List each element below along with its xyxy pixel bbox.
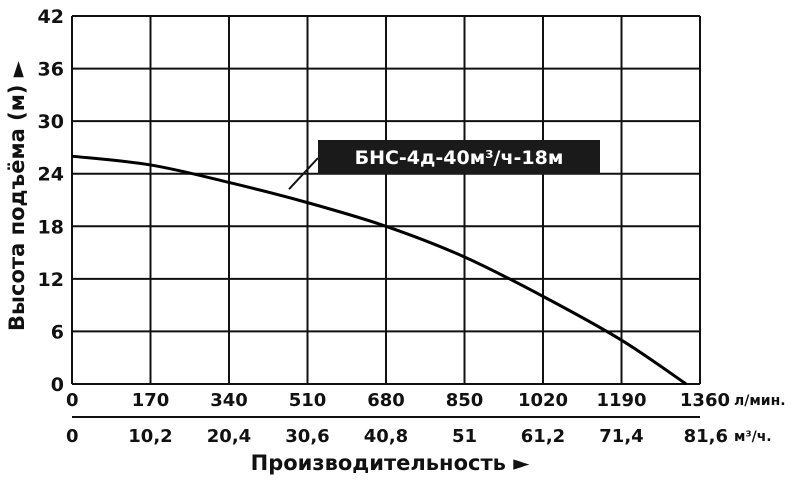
series-label: БНС-4д-40м³/ч-18м (355, 147, 564, 169)
x-tick-label-m3h: 0 (66, 426, 79, 447)
x-tick-label-m3h: 40,8 (364, 426, 408, 447)
x-tick-label-lpm: 1360 (680, 390, 730, 411)
x-tick-label-m3h: 81,6 (684, 426, 728, 447)
x-tick-label-m3h: 10,2 (128, 426, 172, 447)
x-tick-label-lpm: 1190 (596, 390, 646, 411)
x-tick-label-m3h: 20,4 (207, 426, 251, 447)
x-tick-label-m3h: 51 (452, 426, 477, 447)
x-tick-label-lpm: 850 (446, 390, 484, 411)
series-line (71, 154, 687, 386)
y-tick-label: 30 (38, 111, 64, 133)
y-tick-label: 18 (38, 216, 64, 238)
x-axis-title: Производительность ► (251, 451, 531, 475)
y-tick-label: 36 (38, 59, 64, 81)
x-tick-label-m3h: 30,6 (285, 426, 329, 447)
x-tick-label-lpm: 340 (210, 390, 248, 411)
x-unit-lpm: л/мин. (734, 393, 786, 409)
y-tick-label: 24 (38, 164, 64, 186)
grid (71, 15, 701, 418)
x-tick-label-m3h: 61,2 (521, 426, 565, 447)
x-tick-label-lpm: 1020 (518, 390, 568, 411)
y-axis-title: Высота подъёма (м) ► (5, 60, 29, 331)
tick-labels: 061218243036420017010,234020,451030,6680… (38, 6, 730, 447)
x-tick-label-lpm: 510 (289, 390, 327, 411)
y-tick-label: 42 (38, 6, 64, 28)
y-tick-label: 0 (51, 374, 64, 396)
x-tick-label-m3h: 71,4 (599, 426, 643, 447)
callout-box (318, 140, 600, 174)
series-callout: БНС-4д-40м³/ч-18м (288, 140, 600, 190)
y-tick-label: 12 (38, 269, 64, 291)
x-tick-label-lpm: 170 (132, 390, 170, 411)
x-unit-m3h: м³/ч. (734, 429, 772, 445)
callout-leader (288, 157, 319, 190)
x-tick-label-lpm: 680 (367, 390, 405, 411)
series-layer (71, 154, 687, 386)
x-tick-label-lpm: 0 (66, 390, 79, 411)
y-tick-label: 6 (51, 321, 64, 343)
